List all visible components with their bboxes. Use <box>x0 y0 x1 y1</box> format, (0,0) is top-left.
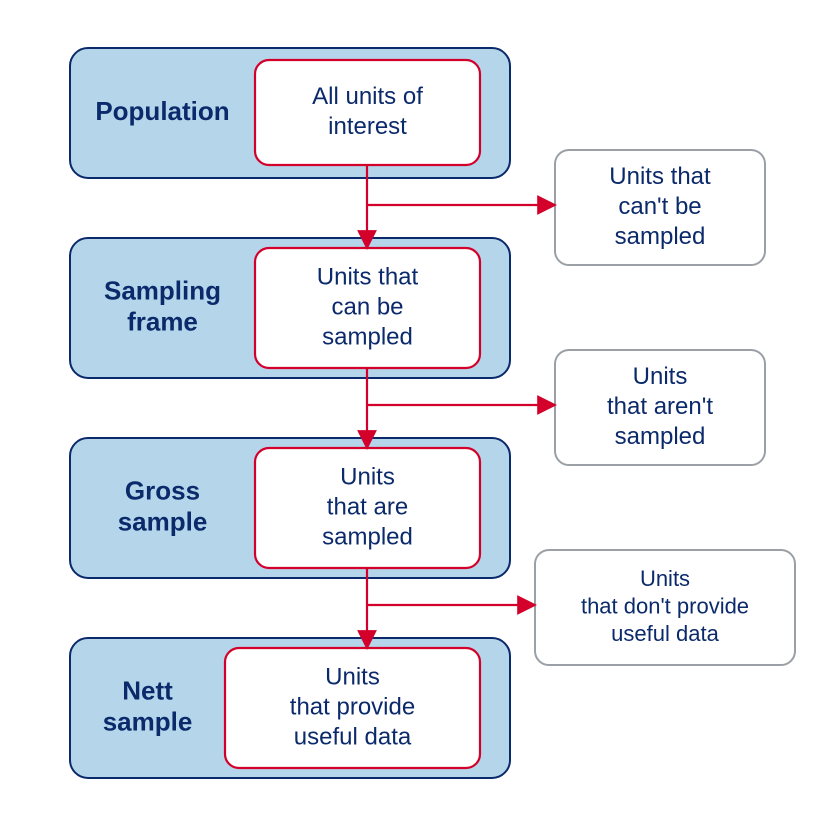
stage-label-nett-sample-line-0: Nett <box>122 675 173 705</box>
main-box-gross-sample-line-1: that are <box>327 493 408 520</box>
stage-label-gross-sample-line-0: Gross <box>125 475 200 505</box>
main-box-population-line-1: interest <box>328 113 407 140</box>
stage-label-sampling-frame-line-1: frame <box>127 306 198 336</box>
main-box-nett-sample-line-2: useful data <box>294 723 412 750</box>
main-box-nett-sample-line-1: that provide <box>290 693 415 720</box>
side-box-arent-sampled-line-1: that aren't <box>607 393 713 420</box>
main-box-gross-sample-line-2: sampled <box>322 523 413 550</box>
side-box-cant-be-sampled-line-2: sampled <box>615 223 706 250</box>
side-box-arent-sampled-line-0: Units <box>633 363 688 390</box>
stage-label-gross-sample-line-1: sample <box>118 506 208 536</box>
main-box-sampling-frame-line-2: sampled <box>322 323 413 350</box>
stage-label-sampling-frame-line-0: Sampling <box>104 275 221 305</box>
stage-label-population-line-0: Population <box>95 96 229 126</box>
side-box-arent-sampled-line-2: sampled <box>615 423 706 450</box>
main-box-population-line-0: All units of <box>312 83 423 110</box>
main-box-nett-sample-line-0: Units <box>325 663 380 690</box>
main-box-sampling-frame-line-1: can be <box>331 293 403 320</box>
main-box-gross-sample-line-0: Units <box>340 463 395 490</box>
side-box-cant-be-sampled-line-0: Units that <box>609 163 711 190</box>
side-box-no-useful-data-line-2: useful data <box>611 621 719 646</box>
side-box-no-useful-data-line-1: that don't provide <box>581 593 749 618</box>
main-box-sampling-frame-line-0: Units that <box>317 263 419 290</box>
side-box-cant-be-sampled-line-1: can't be <box>618 193 701 220</box>
side-box-no-useful-data-line-0: Units <box>640 566 690 591</box>
stage-label-nett-sample-line-1: sample <box>103 706 193 736</box>
